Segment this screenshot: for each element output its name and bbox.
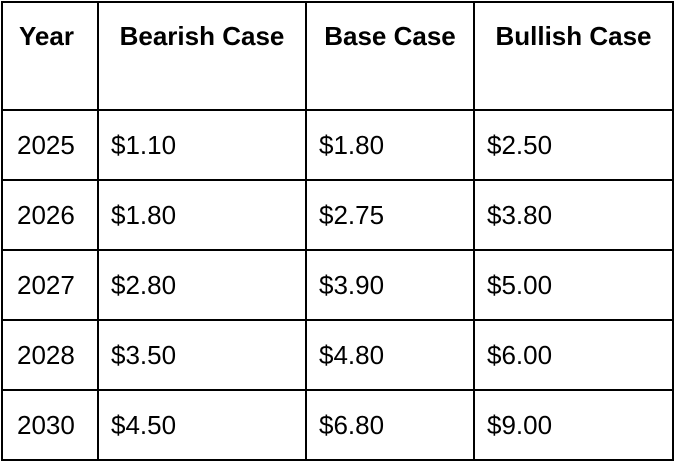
cell-bullish: $6.00 xyxy=(473,319,674,391)
cell-base: $1.80 xyxy=(305,109,475,181)
cell-bullish: $2.50 xyxy=(473,109,674,181)
cell-year: 2030 xyxy=(1,389,99,461)
cell-bearish: $1.10 xyxy=(97,109,307,181)
table-row: 2026 $1.80 $2.75 $3.80 xyxy=(1,179,674,251)
cell-bullish: $3.80 xyxy=(473,179,674,251)
header-year: Year xyxy=(1,1,99,111)
cell-base: $4.80 xyxy=(305,319,475,391)
cell-year: 2026 xyxy=(1,179,99,251)
cell-base: $2.75 xyxy=(305,179,475,251)
header-row: Year Bearish Case Base Case Bullish Case xyxy=(1,1,674,111)
cell-bearish: $2.80 xyxy=(97,249,307,321)
cell-bearish: $1.80 xyxy=(97,179,307,251)
cell-base: $3.90 xyxy=(305,249,475,321)
table-row: 2025 $1.10 $1.80 $2.50 xyxy=(1,109,674,181)
cell-year: 2028 xyxy=(1,319,99,391)
table-row: 2027 $2.80 $3.90 $5.00 xyxy=(1,249,674,321)
cell-bearish: $3.50 xyxy=(97,319,307,391)
header-bearish: Bearish Case xyxy=(97,1,307,111)
header-base: Base Case xyxy=(305,1,475,111)
table-row: 2028 $3.50 $4.80 $6.00 xyxy=(1,319,674,391)
cell-base: $6.80 xyxy=(305,389,475,461)
cell-bearish: $4.50 xyxy=(97,389,307,461)
cell-bullish: $5.00 xyxy=(473,249,674,321)
cell-year: 2027 xyxy=(1,249,99,321)
cell-year: 2025 xyxy=(1,109,99,181)
cell-bullish: $9.00 xyxy=(473,389,674,461)
table-row: 2030 $4.50 $6.80 $9.00 xyxy=(1,389,674,461)
header-bullish: Bullish Case xyxy=(473,1,674,111)
